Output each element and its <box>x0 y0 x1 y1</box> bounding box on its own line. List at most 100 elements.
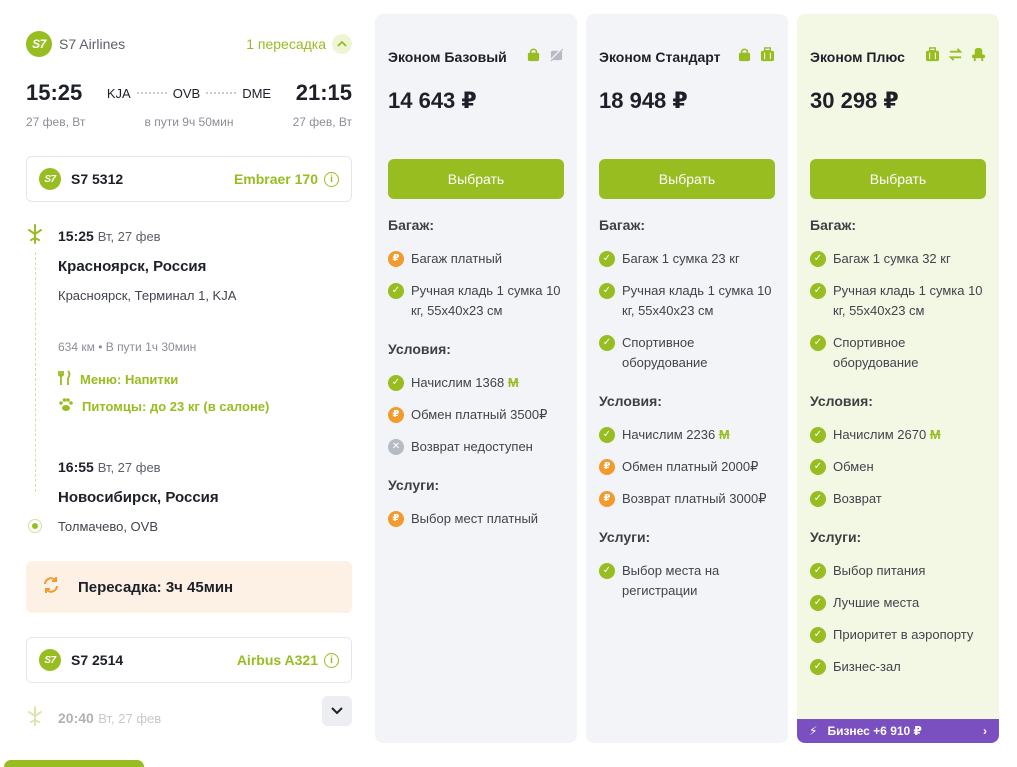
transfers-count[interactable]: 1 пересадка <box>246 36 326 52</box>
check-icon: ✓ <box>810 335 826 351</box>
feature-text: Начислим 2236 М <box>622 425 730 445</box>
feature-text: Возврат недоступен <box>411 437 533 457</box>
feature-text: Спортивное оборудование <box>833 333 986 373</box>
arrival-time-row: 16:55 Вт, 27 фев <box>58 459 161 475</box>
feature-label: Лучшие места <box>833 595 920 610</box>
segment-dep-time: 20:40 <box>58 710 94 726</box>
cross-icon: ✕ <box>388 439 404 455</box>
feature-text: Обмен <box>833 457 874 477</box>
feature-label: Ручная кладь 1 сумка 10 кг, 55х40х23 см <box>411 283 561 318</box>
segment-dep-date: Вт, 27 фев <box>98 710 162 726</box>
lightning-icon: ⚡ <box>809 724 818 738</box>
feature-item: ✓ Спортивное оборудование <box>599 333 775 373</box>
tariff-features: Багаж: ₽ Багаж платный ✓ Ручная кладь 1 сумк… <box>388 217 564 549</box>
feature-label: Начислим 1368 <box>411 375 505 390</box>
info-icon[interactable]: i <box>324 652 339 668</box>
to-code: DME <box>242 85 272 101</box>
segment-distance: 634 км • В пути 1ч 30мин <box>58 340 197 354</box>
check-icon: ✓ <box>599 335 615 351</box>
feature-text: Ручная кладь 1 сумка 10 кг, 55х40х23 см <box>411 281 564 321</box>
feature-label: Обмен платный 3500₽ <box>411 407 548 422</box>
check-icon: ✓ <box>810 659 826 675</box>
flight-number: S7 5312 <box>71 171 124 187</box>
pets-info: Питомцы: до 23 кг (в салоне) <box>58 398 269 415</box>
check-icon: ✓ <box>810 595 826 611</box>
feature-section-title: Багаж: <box>388 217 435 233</box>
feature-label: Выбор места на регистрации <box>622 563 720 598</box>
tariff-header: Эконом Базовый <box>388 47 564 67</box>
segment-dep-date: Вт, 27 фев <box>97 229 161 244</box>
feature-label: Начислим 2236 <box>622 427 716 442</box>
airline-logo: S7 <box>39 168 61 190</box>
feature-label: Выбор питания <box>833 563 926 578</box>
route-dots <box>136 92 167 94</box>
feature-item: ✓ Выбор питания <box>810 561 986 581</box>
feature-item: ✓ Ручная кладь 1 сумка 10 кг, 55х40х23 см <box>810 281 986 321</box>
feature-section: Условия: ✓ Начислим 1368 М ₽ Обмен платный 3… <box>388 341 564 457</box>
segment-dep-time: 15:25 <box>58 228 94 244</box>
pets-text: Питомцы: до 23 кг (в салоне) <box>82 399 270 414</box>
feature-label: Возврат недоступен <box>411 439 533 454</box>
check-icon: ✓ <box>810 627 826 643</box>
aircraft-info[interactable]: Embraer 170 i <box>234 171 339 187</box>
feature-label: Бизнес-зал <box>833 659 901 674</box>
check-icon: ✓ <box>810 459 826 475</box>
depart-time: 15:25 <box>26 80 83 105</box>
ruble-icon: ₽ <box>388 251 404 267</box>
tariff-card: Эконом Базовый 14 643 ₽ Выбрать Багаж: ₽ Бага… <box>375 14 577 743</box>
collapse-button[interactable] <box>332 34 352 54</box>
depart-date: 27 фев, Вт <box>26 115 86 129</box>
feature-label: Спортивное оборудование <box>833 335 919 370</box>
feature-text: Выбор места на регистрации <box>622 561 775 601</box>
feature-text: Приоритет в аэропорту <box>833 625 973 645</box>
tariff-card: Эконом Стандарт 18 948 ₽ Выбрать Багаж: ✓ Баг… <box>586 14 788 743</box>
summary-times: 15:25 KJA OVB DME 21:15 <box>26 78 352 108</box>
tariff-features: Багаж: ✓ Багаж 1 сумка 32 кг ✓ Ручная кладь … <box>810 217 986 697</box>
chevron-right-icon: › <box>983 724 987 738</box>
miles-icon: М <box>507 375 519 390</box>
feature-label: Багаж платный <box>411 251 503 266</box>
airline-row: S7 S7 Airlines 1 пересадка <box>26 30 352 58</box>
from-code: KJA <box>106 85 131 101</box>
feature-text: Багаж 1 сумка 32 кг <box>833 249 951 269</box>
feature-label: Начислим 2670 <box>833 427 927 442</box>
feature-section-title: Багаж: <box>599 217 646 233</box>
ruble-icon: ₽ <box>599 491 615 507</box>
feature-item: ✓ Начислим 2236 М <box>599 425 775 445</box>
tariff-features: Багаж: ✓ Багаж 1 сумка 23 кг ✓ Ручная кладь … <box>599 217 775 621</box>
feature-item: ✓ Ручная кладь 1 сумка 10 кг, 55х40х23 см <box>388 281 564 321</box>
ruble-icon: ₽ <box>388 407 404 423</box>
seat-icon <box>971 47 986 67</box>
arrival-city: Новосибирск, Россия <box>58 489 219 506</box>
select-tariff-button[interactable]: Выбрать <box>810 159 986 199</box>
feature-item: ✓ Обмен <box>810 457 986 477</box>
feature-section-title: Условия: <box>599 393 662 409</box>
aircraft-info[interactable]: Airbus A321 i <box>237 652 339 668</box>
feature-text: Спортивное оборудование <box>622 333 775 373</box>
arrive-date: 27 фев, Вт <box>292 115 352 129</box>
bottom-action-bar[interactable] <box>4 760 144 767</box>
feature-text: Начислим 1368 М <box>411 373 519 393</box>
check-icon: ✓ <box>810 283 826 299</box>
tariff-feature-icons <box>526 47 564 67</box>
business-upgrade-button[interactable]: ⚡ Бизнес +6 910 ₽ › <box>797 719 999 743</box>
flight-card-2[interactable]: S7 S7 2514 Airbus A321 i <box>26 637 352 683</box>
flight-card-1[interactable]: S7 S7 5312 Embraer 170 i <box>26 156 352 202</box>
info-icon[interactable]: i <box>324 171 339 187</box>
check-icon: ✓ <box>810 427 826 443</box>
feature-section-title: Услуги: <box>599 529 651 545</box>
feature-label: Возврат <box>833 491 882 506</box>
check-icon: ✓ <box>599 251 615 267</box>
transfer-label: Пересадка: 3ч 45мин <box>78 578 234 596</box>
feature-text: Обмен платный 2000₽ <box>622 457 758 477</box>
feature-label: Ручная кладь 1 сумка 10 кг, 55х40х23 см <box>833 283 983 318</box>
feature-section-title: Услуги: <box>388 477 440 493</box>
suitcase-icon <box>925 47 940 67</box>
check-icon: ✓ <box>810 563 826 579</box>
select-tariff-button[interactable]: Выбрать <box>599 159 775 199</box>
feature-item: ✓ Начислим 1368 М <box>388 373 564 393</box>
select-tariff-button[interactable]: Выбрать <box>388 159 564 199</box>
expand-button[interactable] <box>322 696 352 726</box>
feature-text: Лучшие места <box>833 593 919 613</box>
feature-item: ✓ Бизнес-зал <box>810 657 986 677</box>
